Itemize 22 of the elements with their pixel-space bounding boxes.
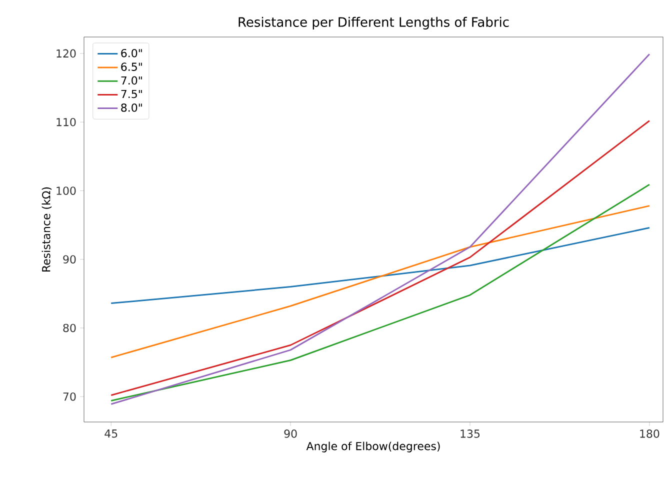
y-tick-label: 110 <box>56 118 76 126</box>
y-tick-label: 100 <box>56 186 76 195</box>
y-axis-title: Resistance (kΩ) <box>42 187 52 272</box>
y-tick-label: 80 <box>63 324 76 332</box>
x-tick-label: 45 <box>104 430 118 438</box>
y-tick-label: 120 <box>56 49 76 58</box>
x-axis-title: Angle of Elbow(degrees) <box>306 442 440 452</box>
legend-label: 7.5" <box>121 90 142 98</box>
x-tick-label: 135 <box>460 430 480 438</box>
line-series <box>110 205 650 358</box>
x-tick-label: 180 <box>640 430 660 438</box>
chart-title: Resistance per Different Lengths of Fabric <box>238 16 509 30</box>
legend-label: 6.5" <box>121 62 142 71</box>
line-series <box>110 227 650 304</box>
x-tick-label: 90 <box>284 430 297 438</box>
line-series <box>110 120 650 396</box>
legend-label: 6.0" <box>121 48 142 58</box>
y-tick-label: 90 <box>63 255 76 264</box>
line-series <box>110 184 650 402</box>
y-tick-label: 70 <box>63 392 76 401</box>
legend-label: 8.0" <box>121 103 142 112</box>
legend-label: 7.0" <box>121 76 142 85</box>
